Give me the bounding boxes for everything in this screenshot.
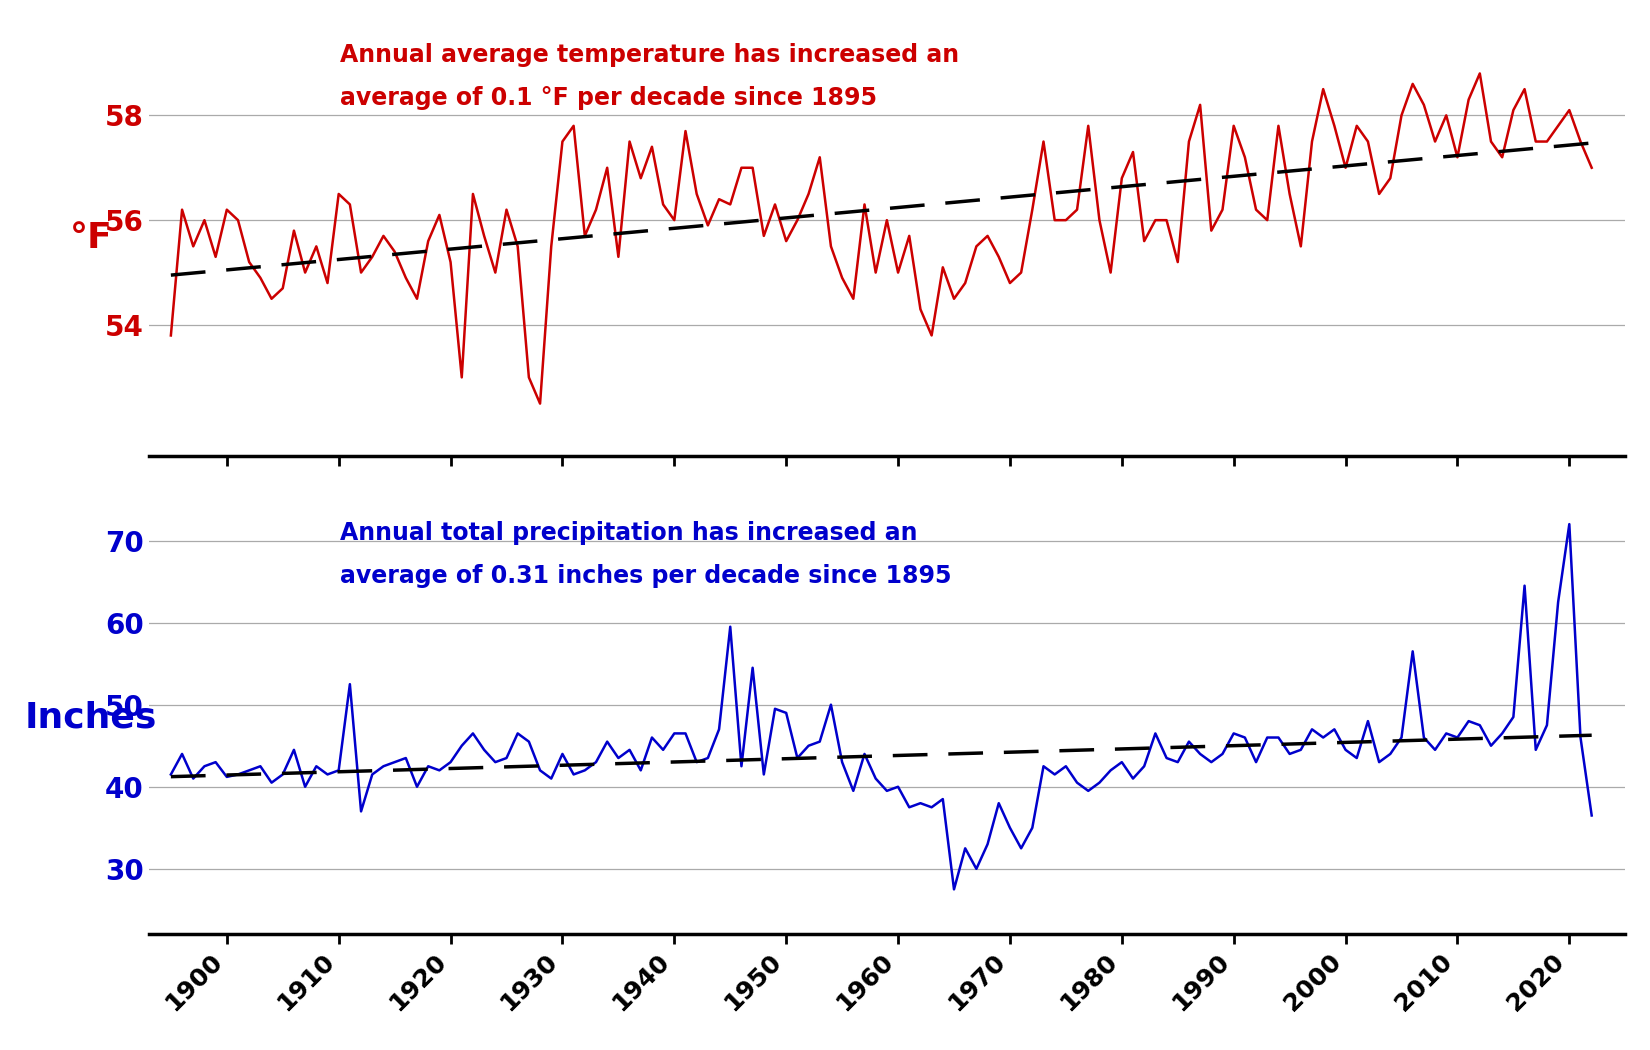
Text: Annual average temperature has increased an
average of 0.1 °F per decade since 1: Annual average temperature has increased… <box>340 43 960 110</box>
Y-axis label: °F: °F <box>69 222 112 255</box>
Text: Annual total precipitation has increased an
average of 0.31 inches per decade si: Annual total precipitation has increased… <box>340 521 952 588</box>
Y-axis label: Inches: Inches <box>25 700 157 734</box>
